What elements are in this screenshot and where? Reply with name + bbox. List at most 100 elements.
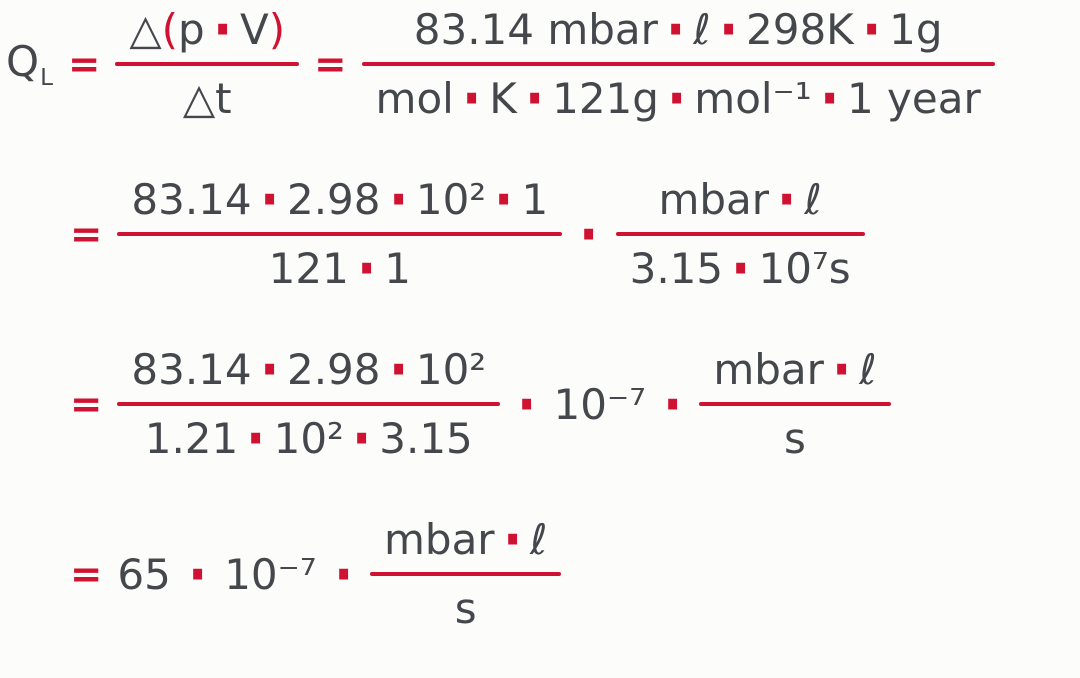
term: 2.98 <box>286 345 381 395</box>
open-paren: ( <box>161 5 179 54</box>
fraction-bar <box>117 402 501 407</box>
term: 121 <box>268 244 349 294</box>
quantity-subscript: L <box>40 64 53 91</box>
multiply-dot: · <box>575 183 603 285</box>
equals-sign: = <box>70 551 103 597</box>
multiply-dot: · <box>661 0 690 80</box>
denominator: △t <box>182 74 232 124</box>
fraction-units: mbar·ℓ 3.15·10⁷s <box>615 151 865 317</box>
term: 121g <box>552 74 659 124</box>
term: ℓ <box>859 345 877 395</box>
numerator: 83.14·2.98·10²·1 <box>117 151 562 247</box>
numerator: 83.14·2.98·10² <box>117 321 500 417</box>
term: ℓ <box>693 5 711 54</box>
multiply-dot: · <box>714 0 743 80</box>
multiply-dot: · <box>255 319 283 420</box>
equals-sign: = <box>314 41 347 87</box>
fraction-numeric: 83.14·2.98·10²·1 121·1 <box>117 151 563 317</box>
fraction-bar <box>117 232 563 237</box>
term: mol <box>375 74 454 124</box>
close-paren: ) <box>268 5 286 54</box>
term: 83.14 mbar <box>413 5 658 54</box>
multiply-dot: · <box>498 489 526 590</box>
term: 1 year <box>846 74 981 124</box>
multiply-dot: · <box>727 218 755 319</box>
term: 1g <box>889 5 943 54</box>
term: ℓ <box>804 175 822 225</box>
equals-sign: = <box>67 41 101 87</box>
fraction-values: 83.14 mbar·ℓ·298K·1g mol·K·121g·mol⁻¹·1 … <box>361 0 995 147</box>
fraction-units: mbar·ℓ s <box>699 321 891 462</box>
fraction-bar <box>370 572 562 577</box>
term: 2.98 <box>286 175 381 225</box>
equals-sign: = <box>70 211 103 257</box>
fraction-numeric: 83.14·2.98·10² 1.21·10²·3.15 <box>117 321 501 487</box>
numerator: 83.14 mbar·ℓ·298K·1g <box>362 0 995 78</box>
equation-row-2: = 83.14·2.98·10²·1 121·1 · mbar·ℓ 3.15·1… <box>70 151 1080 317</box>
multiply-dot: · <box>255 149 283 250</box>
delta-symbol: △ <box>129 5 162 54</box>
multiply-dot: · <box>815 48 843 149</box>
term: s <box>454 584 477 634</box>
quantity-symbol: QL <box>6 37 53 91</box>
result-coefficient: 65 <box>117 549 171 599</box>
term: ℓ <box>529 515 548 565</box>
numerator: mbar·ℓ <box>370 491 561 587</box>
multiply-dot: · <box>520 48 549 149</box>
multiply-dot: · <box>827 319 856 420</box>
multiply-dot: · <box>857 0 886 80</box>
term: 10² <box>273 414 344 464</box>
multiply-dot: · <box>183 523 212 625</box>
multiply-dot: · <box>384 319 412 420</box>
quantity-base: Q <box>6 37 40 87</box>
multiply-dot: · <box>457 48 486 149</box>
multiply-dot: · <box>242 388 270 489</box>
denominator: s <box>699 406 890 462</box>
volume-symbol: V <box>240 5 269 54</box>
term: 10² <box>415 345 487 395</box>
fraction-bar <box>615 232 865 237</box>
term: K <box>489 74 517 124</box>
equals-sign: = <box>70 381 103 427</box>
term: 10² <box>415 175 487 225</box>
fraction-symbolic: △(p·V) △t <box>115 0 300 124</box>
equation-row-3: = 83.14·2.98·10² 1.21·10²·3.15 · 10⁻⁷ · … <box>70 321 1080 487</box>
term: 3.15 <box>379 414 473 464</box>
numerator: △(p·V) <box>115 0 299 78</box>
multiply-dot: · <box>352 218 381 319</box>
equation-row-4: = 65 · 10⁻⁷ · mbar·ℓ s <box>70 491 1080 634</box>
term: mbar <box>658 175 770 225</box>
fraction-bar <box>115 62 300 67</box>
term: 1.21 <box>144 414 239 464</box>
pressure-symbol: p <box>178 5 205 54</box>
denominator: 121·1 <box>117 220 562 316</box>
term: mol⁻¹ <box>694 74 812 124</box>
multiply-dot: · <box>490 149 518 250</box>
term: 83.14 <box>131 175 252 225</box>
denominator: 1.21·10²·3.15 <box>117 390 500 486</box>
term: s <box>784 414 806 464</box>
equation-row-1: QL = △(p·V) △t = 83.14 mbar·ℓ·298K·1g mo… <box>6 0 1080 147</box>
numerator: mbar·ℓ <box>699 321 890 417</box>
fraction-bar <box>361 62 995 67</box>
multiply-dot: · <box>384 149 412 250</box>
multiply-dot: · <box>329 523 358 625</box>
multiply-dot: · <box>773 149 801 250</box>
term: mbar <box>384 515 495 565</box>
fraction-bar <box>699 402 891 407</box>
denominator: 3.15·10⁷s <box>616 220 865 316</box>
term: mbar <box>713 345 824 395</box>
multiply-dot: · <box>513 353 541 455</box>
term: 3.15 <box>629 244 724 294</box>
numerator: mbar·ℓ <box>616 151 865 247</box>
term: 83.14 <box>131 345 252 395</box>
multiply-dot: · <box>658 353 687 455</box>
term: 298K <box>746 5 854 54</box>
term: 10⁷s <box>758 244 851 294</box>
term: 1 <box>384 244 411 294</box>
denominator: mol·K·121g·mol⁻¹·1 year <box>362 50 995 146</box>
multiply-dot: · <box>347 388 376 489</box>
multiply-dot: · <box>662 48 691 149</box>
power-of-ten: 10⁻⁷ <box>224 549 317 599</box>
